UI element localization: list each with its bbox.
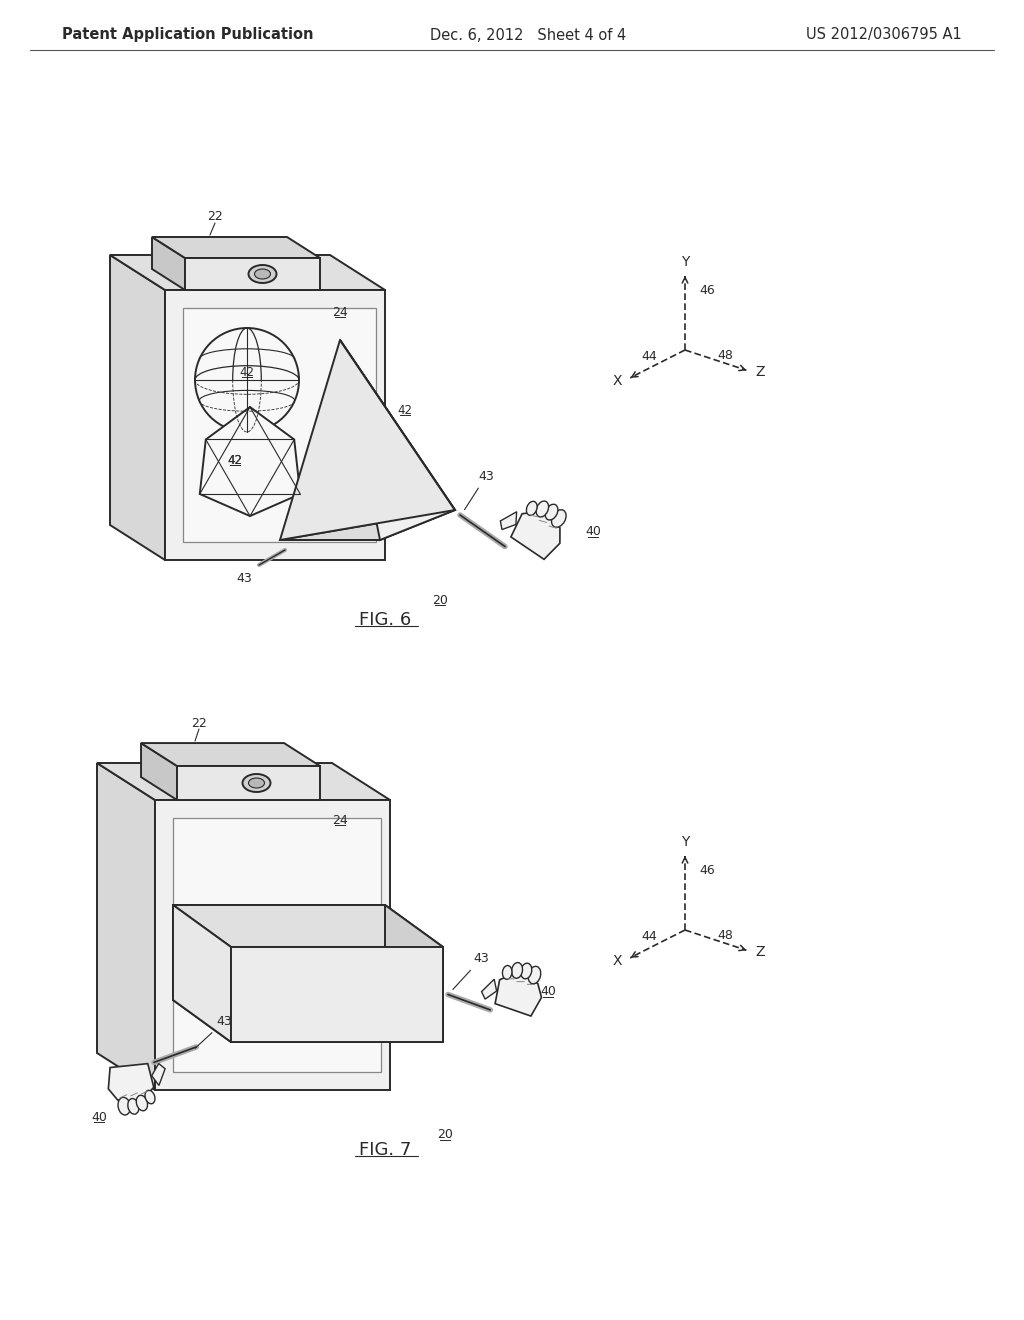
Ellipse shape — [243, 774, 270, 792]
Text: 48: 48 — [717, 928, 733, 941]
Polygon shape — [152, 1064, 165, 1085]
Text: 42: 42 — [227, 454, 243, 466]
Ellipse shape — [545, 504, 558, 520]
Polygon shape — [511, 511, 560, 560]
Circle shape — [195, 327, 299, 432]
Polygon shape — [340, 341, 455, 540]
Text: 24: 24 — [332, 305, 348, 318]
Text: 42: 42 — [227, 454, 243, 466]
Text: X: X — [612, 375, 622, 388]
Polygon shape — [185, 257, 319, 290]
Ellipse shape — [118, 1097, 130, 1115]
Polygon shape — [385, 906, 443, 1041]
Text: Dec. 6, 2012   Sheet 4 of 4: Dec. 6, 2012 Sheet 4 of 4 — [430, 28, 627, 42]
Polygon shape — [173, 906, 385, 1001]
Text: FIG. 6: FIG. 6 — [358, 611, 411, 630]
Ellipse shape — [552, 510, 566, 527]
Ellipse shape — [145, 1090, 155, 1104]
Text: 43: 43 — [453, 953, 488, 990]
Polygon shape — [173, 906, 443, 946]
Polygon shape — [280, 510, 455, 540]
Ellipse shape — [255, 269, 270, 279]
Ellipse shape — [512, 962, 522, 978]
Text: 42: 42 — [240, 366, 255, 379]
Text: Patent Application Publication: Patent Application Publication — [62, 28, 313, 42]
Text: 40: 40 — [585, 525, 601, 539]
Polygon shape — [110, 255, 385, 290]
Polygon shape — [141, 743, 177, 800]
Polygon shape — [155, 800, 390, 1090]
Text: 40: 40 — [91, 1111, 106, 1123]
Ellipse shape — [537, 502, 549, 517]
Text: 46: 46 — [699, 284, 715, 297]
Ellipse shape — [249, 265, 276, 282]
Ellipse shape — [520, 964, 531, 979]
Polygon shape — [152, 238, 319, 257]
Text: 42: 42 — [397, 404, 413, 417]
Text: FIG. 7: FIG. 7 — [358, 1140, 412, 1159]
Text: US 2012/0306795 A1: US 2012/0306795 A1 — [806, 28, 962, 42]
Polygon shape — [200, 407, 300, 516]
Text: Y: Y — [681, 255, 689, 269]
Polygon shape — [173, 1001, 443, 1041]
Polygon shape — [280, 341, 455, 540]
Polygon shape — [109, 1064, 154, 1101]
Text: 44: 44 — [642, 351, 657, 363]
Polygon shape — [177, 766, 319, 800]
Text: 42: 42 — [334, 983, 350, 997]
Text: 24: 24 — [332, 813, 348, 826]
Polygon shape — [110, 255, 165, 560]
Text: Z: Z — [756, 366, 765, 379]
Text: Y: Y — [681, 836, 689, 849]
Polygon shape — [481, 979, 497, 999]
Ellipse shape — [128, 1098, 139, 1114]
Ellipse shape — [249, 777, 264, 788]
Ellipse shape — [528, 966, 541, 983]
Polygon shape — [152, 238, 185, 290]
Polygon shape — [173, 818, 381, 1072]
Text: 43: 43 — [465, 470, 494, 510]
Text: 22: 22 — [191, 717, 207, 730]
Text: 40: 40 — [541, 986, 556, 998]
Polygon shape — [165, 290, 385, 560]
Text: 46: 46 — [699, 863, 715, 876]
Polygon shape — [501, 512, 517, 529]
Ellipse shape — [136, 1096, 147, 1111]
Polygon shape — [173, 906, 231, 1041]
Text: 22: 22 — [207, 210, 223, 223]
Ellipse shape — [503, 965, 512, 979]
Text: 48: 48 — [717, 348, 733, 362]
Polygon shape — [97, 763, 155, 1090]
Polygon shape — [183, 308, 376, 543]
Text: 20: 20 — [432, 594, 447, 606]
Text: X: X — [612, 954, 622, 969]
Text: 43: 43 — [237, 573, 252, 586]
Polygon shape — [231, 946, 443, 1041]
Polygon shape — [496, 973, 542, 1016]
Polygon shape — [141, 743, 319, 766]
Text: 44: 44 — [642, 931, 657, 944]
Ellipse shape — [526, 502, 538, 515]
Polygon shape — [97, 763, 390, 800]
Text: 20: 20 — [437, 1129, 453, 1142]
Text: 43: 43 — [196, 1015, 232, 1048]
Text: Z: Z — [756, 945, 765, 960]
